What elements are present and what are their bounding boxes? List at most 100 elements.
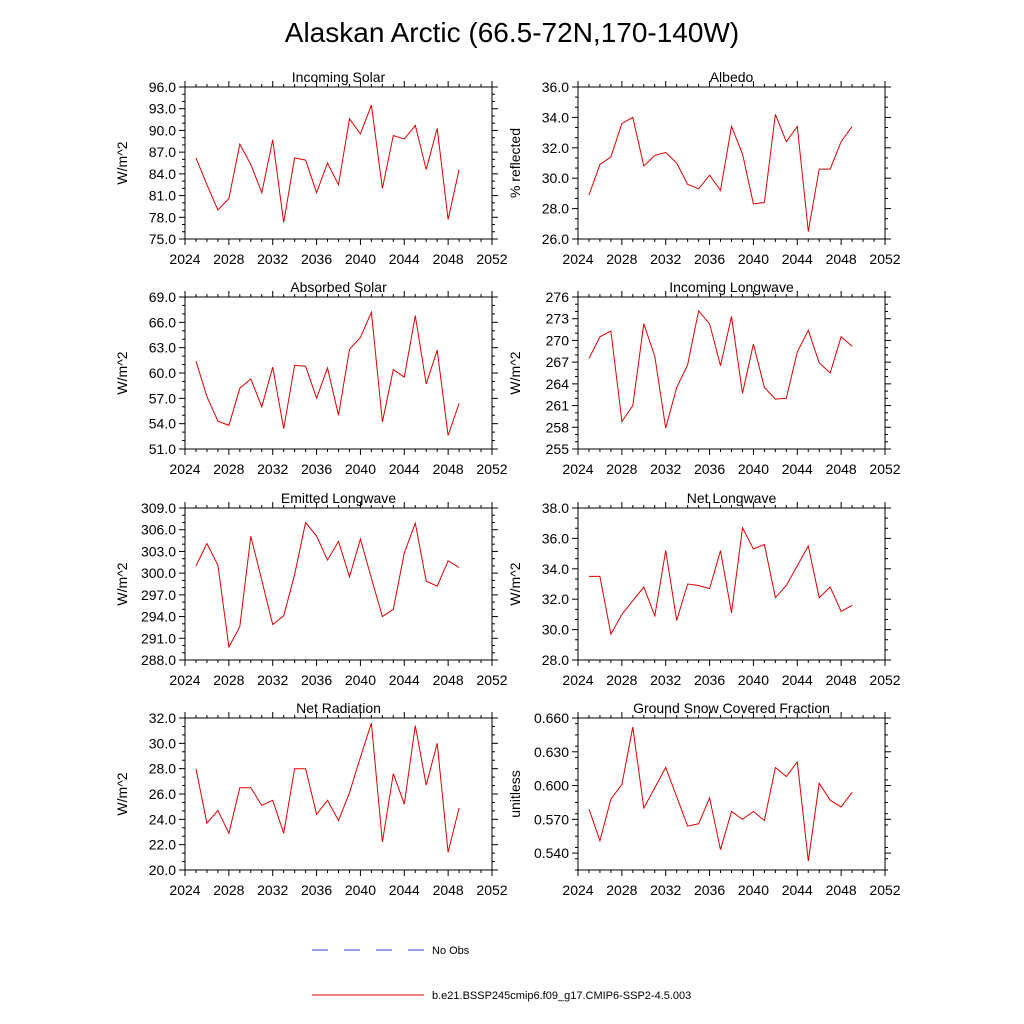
x-tick-label: 2024: [169, 672, 200, 688]
x-tick-label: 2024: [169, 461, 200, 477]
panel-title: Net Longwave: [687, 490, 777, 506]
y-tick-label: 267: [546, 354, 570, 370]
x-tick-label: 2040: [738, 461, 769, 477]
x-tick-label: 2052: [869, 251, 900, 267]
x-tick-label: 2036: [694, 461, 725, 477]
y-tick-label: 261: [546, 398, 570, 414]
y-tick-label: 22.0: [149, 837, 176, 853]
y-tick-label: 36.0: [542, 530, 569, 546]
y-tick-label: 291.0: [141, 630, 176, 646]
y-tick-label: 303.0: [141, 543, 176, 559]
y-tick-label: 96.0: [149, 79, 176, 95]
x-tick-label: 2044: [782, 672, 813, 688]
plot-frame: [184, 717, 493, 871]
series-line: [195, 521, 460, 649]
y-axis-label: W/m^2: [114, 772, 130, 815]
y-tick-label: 69.0: [149, 289, 176, 305]
x-tick-label: 2040: [345, 461, 376, 477]
x-tick-label: 2032: [257, 461, 288, 477]
y-tick-label: 26.0: [149, 786, 176, 802]
x-tick-label: 2024: [562, 882, 593, 898]
x-tick-label: 2032: [650, 251, 681, 267]
x-tick-label: 2048: [826, 882, 857, 898]
x-tick-label: 2024: [169, 882, 200, 898]
y-tick-label: 294.0: [141, 609, 176, 625]
x-tick-label: 2028: [213, 251, 244, 267]
y-tick-label: 270: [546, 332, 570, 348]
x-tick-label: 2040: [738, 672, 769, 688]
panel-absorbed-solar: Absorbed Solar W/m^2 2024 2028 2032 2036 2040 2…: [114, 279, 508, 477]
y-axis-label: W/m^2: [507, 562, 523, 605]
y-tick-label: 20.0: [149, 862, 176, 878]
x-tick-label: 2048: [433, 672, 464, 688]
y-tick-label: 57.0: [149, 390, 176, 406]
panels: Incoming Solar W/m^2 2024 2028 2032 2036 2040 2…: [114, 69, 901, 898]
x-tick-label: 2052: [869, 461, 900, 477]
y-tick-label: 66.0: [149, 314, 176, 330]
x-tick-label: 2036: [301, 461, 332, 477]
series-line: [195, 722, 460, 853]
y-tick-label: 63.0: [149, 340, 176, 356]
x-tick-label: 2052: [476, 251, 507, 267]
y-tick-label: 84.0: [149, 166, 176, 182]
panel-title: Ground Snow Covered Fraction: [633, 700, 830, 716]
y-tick-label: 54.0: [149, 416, 176, 432]
y-tick-label: 26.0: [542, 231, 569, 247]
y-tick-label: 264: [546, 376, 570, 392]
x-tick-label: 2048: [826, 672, 857, 688]
x-tick-label: 2032: [257, 672, 288, 688]
x-tick-label: 2048: [433, 882, 464, 898]
x-tick-label: 2032: [650, 461, 681, 477]
x-tick-label: 2028: [606, 672, 637, 688]
y-tick-label: 38.0: [542, 500, 569, 516]
x-tick-label: 2052: [476, 461, 507, 477]
panel-net-radiation: Net Radiation W/m^2 2024 2028 2032 2036 2040 20…: [114, 700, 508, 898]
y-tick-label: 75.0: [149, 231, 176, 247]
y-tick-label: 0.660: [534, 710, 569, 726]
y-tick-label: 309.0: [141, 500, 176, 516]
y-tick-label: 30.0: [542, 622, 569, 638]
x-tick-label: 2044: [389, 672, 420, 688]
x-tick-label: 2044: [389, 882, 420, 898]
y-tick-label: 36.0: [542, 79, 569, 95]
x-tick-label: 2044: [782, 461, 813, 477]
y-axis-label: W/m^2: [114, 141, 130, 184]
x-tick-label: 2040: [345, 251, 376, 267]
x-tick-label: 2028: [606, 251, 637, 267]
y-tick-label: 306.0: [141, 522, 176, 538]
x-tick-label: 2040: [345, 882, 376, 898]
x-tick-label: 2036: [694, 672, 725, 688]
x-tick-label: 2028: [606, 461, 637, 477]
plot-frame: [577, 507, 886, 661]
y-tick-label: 28.0: [542, 652, 569, 668]
x-tick-label: 2032: [650, 882, 681, 898]
x-tick-label: 2044: [389, 251, 420, 267]
y-tick-label: 30.0: [149, 735, 176, 751]
x-tick-label: 2048: [433, 251, 464, 267]
y-tick-label: 32.0: [149, 710, 176, 726]
y-tick-label: 0.600: [534, 778, 569, 794]
y-tick-label: 258: [546, 419, 570, 435]
x-tick-label: 2040: [738, 882, 769, 898]
y-tick-label: 300.0: [141, 565, 176, 581]
x-tick-label: 2040: [738, 251, 769, 267]
x-tick-label: 2024: [562, 251, 593, 267]
panel-albedo: Albedo % reflected 2024 2028 2032 2036 2040 204…: [507, 69, 901, 267]
series-line: [588, 114, 853, 232]
x-tick-label: 2036: [694, 251, 725, 267]
y-axis-label: W/m^2: [507, 351, 523, 394]
plot-frame: [184, 296, 493, 450]
y-tick-label: 0.570: [534, 811, 569, 827]
x-tick-label: 2044: [782, 882, 813, 898]
x-tick-label: 2032: [650, 672, 681, 688]
y-tick-label: 24.0: [149, 811, 176, 827]
panel-title: Incoming Solar: [292, 69, 386, 85]
panel-net-longwave: Net Longwave W/m^2 2024 2028 2032 2036 2040 204…: [507, 490, 901, 688]
x-tick-label: 2028: [213, 461, 244, 477]
x-tick-label: 2024: [169, 251, 200, 267]
plot-frame: [577, 717, 886, 871]
y-tick-label: 273: [546, 311, 570, 327]
y-tick-label: 93.0: [149, 101, 176, 117]
x-tick-label: 2028: [213, 672, 244, 688]
